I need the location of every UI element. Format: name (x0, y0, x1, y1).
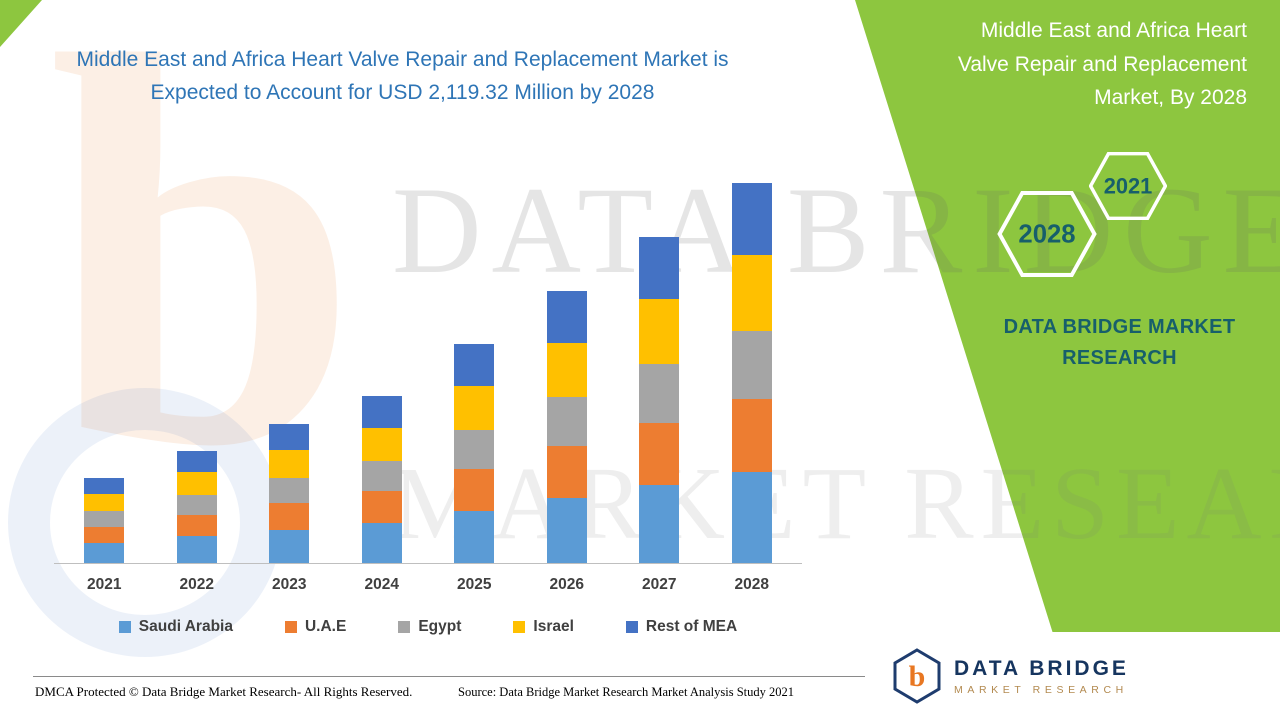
x-tick-2027: 2027 (642, 576, 677, 593)
bar-segment-2027-u-a-e (639, 422, 680, 485)
bar-segment-2023-egypt (269, 478, 310, 504)
bar-segment-2026-israel (546, 342, 587, 398)
logo-text: DATA BRIDGE MARKET RESEARCH (954, 657, 1129, 696)
x-tick-2023: 2023 (272, 576, 307, 593)
bar-segment-2023-israel (269, 450, 310, 479)
bar-2021 (84, 478, 125, 563)
legend-swatch (284, 621, 297, 633)
legend-swatch (625, 621, 638, 633)
bar-segment-2022-saudi-arabia (176, 536, 217, 563)
bar-segment-2027-saudi-arabia (639, 484, 680, 563)
legend-label: Rest of MEA (645, 618, 738, 635)
bar-segment-2026-saudi-arabia (546, 497, 587, 563)
bar-segment-2024-u-a-e (361, 491, 402, 523)
bar-segment-2022-egypt (176, 494, 217, 515)
bar-segment-2022-u-a-e (176, 514, 217, 537)
bar-2024 (361, 396, 402, 563)
bar-segment-2027-israel (639, 299, 680, 365)
footer-divider (33, 676, 865, 677)
bar-2028 (731, 183, 772, 563)
bar-segment-2025-egypt (454, 429, 495, 469)
bar-segment-2028-israel (731, 255, 772, 332)
bar-segment-2026-rest-of-mea (546, 291, 587, 343)
hexagon-2028: 2028 (997, 191, 1097, 277)
legend-label: Israel (533, 618, 574, 635)
legend-item-egypt: Egypt (398, 618, 461, 636)
panel-brand-text: DATA BRIDGE MARKET RESEARCH (1003, 316, 1236, 369)
bar-2027 (639, 237, 680, 563)
bar-segment-2021-rest-of-mea (84, 478, 125, 495)
panel-title: Middle East and Africa Heart Valve Repai… (957, 19, 1247, 110)
legend-swatch (118, 621, 131, 633)
x-tick-2022: 2022 (179, 576, 214, 593)
bar-segment-2028-u-a-e (731, 399, 772, 472)
legend-swatch (513, 621, 526, 633)
bar-segment-2023-u-a-e (269, 503, 310, 530)
bar-segment-2023-rest-of-mea (269, 423, 310, 451)
bar-segment-2026-u-a-e (546, 446, 587, 498)
source-note: Source: Data Bridge Market Research Mark… (458, 685, 795, 699)
bar-segment-2025-israel (454, 385, 495, 430)
hexagon-2021: 2021 (1089, 152, 1167, 220)
logo-subtitle: MARKET RESEARCH (954, 683, 1128, 696)
bar-2023 (269, 423, 310, 563)
bar-segment-2024-rest-of-mea (361, 396, 402, 428)
bar-segment-2021-saudi-arabia (84, 542, 125, 563)
legend-label: Egypt (418, 618, 462, 635)
corner-triangle-decoration (0, 0, 42, 47)
chart-title: Middle East and Africa Heart Valve Repai… (76, 48, 729, 104)
bar-segment-2024-saudi-arabia (361, 523, 402, 563)
bar-2025 (454, 344, 495, 563)
legend-label: U.A.E (304, 618, 347, 635)
bar-segment-2022-rest-of-mea (176, 450, 217, 473)
bar-segment-2025-u-a-e (454, 468, 495, 511)
bar-segment-2028-egypt (731, 331, 772, 400)
bar-segment-2024-israel (361, 427, 402, 462)
bar-segment-2028-saudi-arabia (731, 471, 772, 563)
data-bridge-logo-icon: b (893, 648, 941, 704)
hexagon-outline (997, 191, 1097, 277)
x-axis-labels: 2021 2022 2023 2024 2025 2026 2027 2028 (58, 576, 798, 594)
dmca-notice: DMCA Protected © Data Bridge Market Rese… (35, 684, 413, 699)
logo-b-glyph: b (909, 660, 926, 693)
legend-item-saudi-arabia: Saudi Arabia (118, 618, 233, 636)
x-tick-2026: 2026 (549, 576, 584, 593)
legend-item-rest-of-mea: Rest of MEA (625, 618, 738, 636)
bar-segment-2022-israel (176, 472, 217, 495)
x-tick-2024: 2024 (364, 576, 399, 593)
legend-swatch (398, 621, 411, 633)
bar-segment-2021-israel (84, 494, 125, 512)
bar-segment-2027-rest-of-mea (639, 237, 680, 300)
x-tick-2028: 2028 (734, 576, 769, 593)
bar-segment-2026-egypt (546, 397, 587, 447)
bar-segment-2025-rest-of-mea (454, 344, 495, 386)
bar-segment-2025-saudi-arabia (454, 510, 495, 563)
chart-legend: Saudi Arabia U.A.E Egypt Israel Rest of MEA (48, 618, 808, 636)
bar-segment-2028-rest-of-mea (731, 183, 772, 256)
x-axis-line (54, 563, 802, 564)
bar-segment-2027-egypt (639, 364, 680, 423)
x-tick-2021: 2021 (87, 576, 122, 593)
hexagon-outline (1089, 152, 1167, 220)
bar-segment-2021-egypt (84, 511, 125, 527)
legend-item-israel: Israel (513, 618, 574, 636)
bar-2026 (546, 291, 587, 563)
bar-segment-2021-u-a-e (84, 526, 125, 543)
hexagon-2021-label: 2021 (1104, 173, 1153, 198)
bar-2022 (176, 450, 217, 563)
legend-item-u-a-e: U.A.E (284, 618, 347, 636)
x-tick-2025: 2025 (457, 576, 492, 593)
logo-box: b DATA BRIDGE MARKET RESEARCH (868, 632, 1280, 720)
logo-name: DATA BRIDGE (954, 656, 1129, 680)
bar-segment-2023-saudi-arabia (269, 529, 310, 563)
legend-label: Saudi Arabia (138, 618, 233, 635)
bar-segment-2024-egypt (361, 461, 402, 492)
plot-area (58, 165, 798, 563)
hexagon-2028-label: 2028 (1018, 220, 1075, 248)
